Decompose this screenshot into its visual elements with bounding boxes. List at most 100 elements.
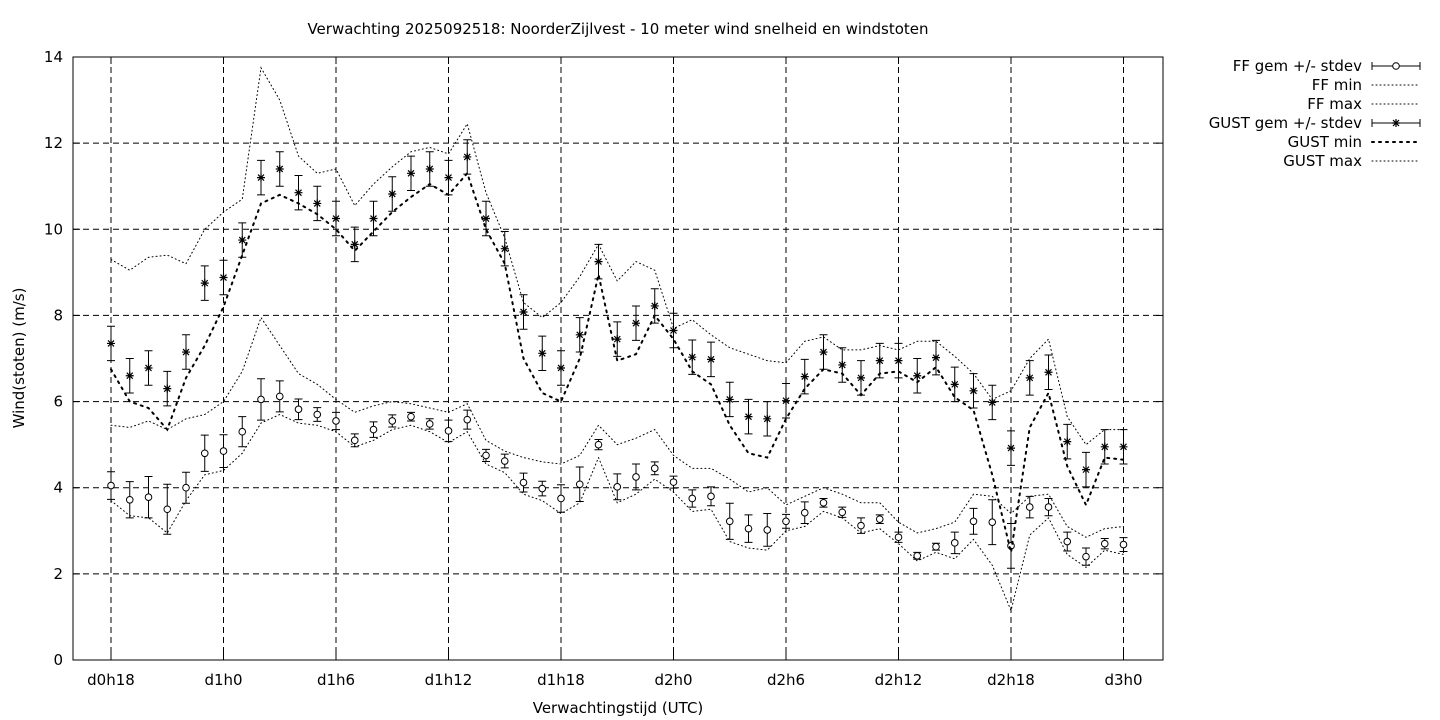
data-point	[613, 483, 622, 491]
data-point	[425, 420, 434, 428]
data-point	[819, 348, 828, 357]
legend-label: FF max	[1307, 95, 1362, 113]
data-point	[969, 517, 978, 526]
data-point	[163, 505, 172, 514]
data-point	[388, 189, 397, 198]
series-ff-min	[110, 413, 1124, 613]
data-point	[463, 415, 472, 424]
data-point	[988, 518, 997, 526]
data-point	[107, 481, 115, 490]
data-point	[200, 449, 209, 458]
data-point	[444, 427, 453, 435]
data-point	[1119, 540, 1128, 549]
data-point	[950, 539, 959, 547]
legend-label: GUST min	[1288, 133, 1362, 151]
data-point	[782, 517, 790, 526]
data-point	[763, 526, 772, 534]
data-point	[257, 173, 265, 182]
data-point	[800, 372, 809, 381]
data-point	[688, 353, 697, 362]
data-point	[1007, 444, 1015, 453]
data-point	[538, 349, 547, 358]
y-tick-label: 0	[53, 651, 63, 669]
series-gust-max	[110, 66, 1124, 446]
series-ff-max	[110, 316, 1124, 538]
series-line	[110, 316, 1124, 538]
data-point	[613, 335, 622, 344]
x-axis-label: Verwachtingstijd (UTC)	[533, 699, 704, 717]
data-point	[238, 427, 247, 436]
data-point	[557, 363, 565, 372]
data-point	[1100, 539, 1109, 548]
data-point	[1082, 552, 1090, 561]
data-point	[538, 484, 547, 493]
series-line	[110, 413, 1124, 613]
data-point	[125, 371, 134, 380]
data-point	[1044, 503, 1053, 511]
data-point	[482, 214, 490, 223]
data-point	[819, 498, 828, 507]
data-point	[594, 440, 603, 449]
data-point	[1025, 503, 1034, 511]
x-tick-label: d3h0	[1104, 671, 1142, 689]
data-point	[350, 240, 359, 249]
data-point	[594, 257, 603, 266]
data-point	[182, 348, 190, 357]
y-tick-label: 12	[44, 134, 63, 152]
data-point	[332, 214, 340, 223]
data-point	[669, 326, 678, 335]
series-layer	[107, 66, 1128, 613]
data-point	[369, 425, 378, 434]
legend-marker	[1392, 62, 1400, 70]
data-point	[557, 494, 565, 503]
data-point	[238, 236, 247, 245]
data-point	[875, 515, 884, 523]
data-point	[969, 386, 978, 395]
data-point	[407, 412, 415, 421]
axes: 0 2 4 6 8 10 12 14 d0h18 d1h0 d1h6 d1h12 d1h18 d2h0 d2…	[44, 48, 1163, 689]
x-tick-label: d2h0	[654, 671, 692, 689]
data-point	[744, 524, 753, 533]
data-point	[463, 152, 472, 161]
data-point	[500, 457, 509, 465]
series-gust-min	[110, 171, 1125, 553]
data-point	[1100, 442, 1109, 451]
data-point	[669, 478, 678, 486]
data-point	[519, 307, 528, 316]
data-point	[407, 169, 415, 178]
legend-label: GUST max	[1283, 152, 1362, 170]
data-point	[350, 436, 359, 445]
data-point	[388, 417, 397, 425]
data-point	[744, 412, 753, 421]
data-point	[313, 199, 322, 208]
series-gust-gem-stdev	[107, 139, 1128, 488]
data-point	[144, 363, 153, 372]
data-point	[763, 414, 772, 423]
series-ff-gem-stdev	[107, 378, 1128, 569]
data-point	[425, 164, 434, 173]
data-point	[294, 188, 303, 197]
legend-marker	[1392, 119, 1400, 127]
legend-label: GUST gem +/- stdev	[1209, 114, 1362, 132]
data-point	[107, 339, 115, 348]
data-point	[932, 542, 940, 551]
data-point	[838, 508, 847, 517]
data-point	[913, 551, 922, 560]
data-point	[332, 417, 340, 425]
data-point	[838, 360, 847, 369]
data-point	[144, 493, 153, 501]
x-tick-label: d1h12	[425, 671, 473, 689]
x-tick-label: d0h18	[87, 671, 135, 689]
data-point	[988, 398, 997, 407]
data-point	[782, 396, 790, 405]
data-point	[1044, 368, 1053, 377]
data-point	[857, 521, 865, 530]
series-line	[110, 171, 1125, 553]
data-point	[857, 373, 865, 382]
data-point	[950, 380, 959, 389]
y-tick-label: 14	[44, 48, 63, 66]
data-point	[707, 355, 715, 364]
data-point	[519, 478, 528, 487]
